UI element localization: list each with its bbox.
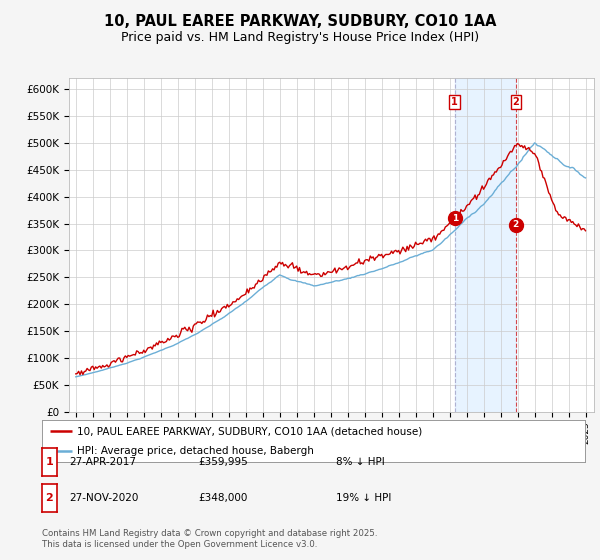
Text: 1: 1 (46, 457, 53, 467)
Text: Price paid vs. HM Land Registry's House Price Index (HPI): Price paid vs. HM Land Registry's House … (121, 31, 479, 44)
Text: 27-APR-2017: 27-APR-2017 (69, 457, 136, 467)
Text: £359,995: £359,995 (198, 457, 248, 467)
Text: 1: 1 (451, 97, 458, 107)
Bar (455, 78, 516, 412)
Text: 10, PAUL EAREE PARKWAY, SUDBURY, CO10 1AA: 10, PAUL EAREE PARKWAY, SUDBURY, CO10 1A… (104, 14, 496, 29)
Text: 19% ↓ HPI: 19% ↓ HPI (336, 493, 391, 503)
Text: 2: 2 (512, 97, 519, 107)
Text: HPI: Average price, detached house, Babergh: HPI: Average price, detached house, Babe… (77, 446, 314, 456)
Text: 2: 2 (46, 493, 53, 503)
Text: 27-NOV-2020: 27-NOV-2020 (69, 493, 139, 503)
Text: 1: 1 (452, 213, 458, 223)
Text: £348,000: £348,000 (198, 493, 247, 503)
Text: 2: 2 (513, 220, 519, 229)
Text: 8% ↓ HPI: 8% ↓ HPI (336, 457, 385, 467)
Text: Contains HM Land Registry data © Crown copyright and database right 2025.
This d: Contains HM Land Registry data © Crown c… (42, 529, 377, 549)
Text: 10, PAUL EAREE PARKWAY, SUDBURY, CO10 1AA (detached house): 10, PAUL EAREE PARKWAY, SUDBURY, CO10 1A… (77, 426, 422, 436)
